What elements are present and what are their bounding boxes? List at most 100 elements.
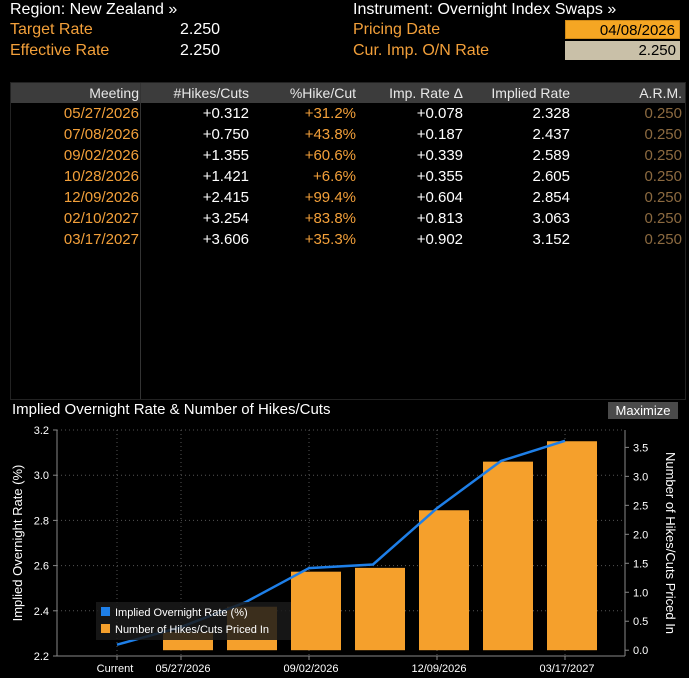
col-header-meeting[interactable]: Meeting xyxy=(89,85,139,101)
hikes-cell: +0.312 xyxy=(202,105,249,122)
meeting-date: 12/09/2026 xyxy=(63,189,139,206)
table-row[interactable]: 03/17/2027 +3.606 +35.3% +0.902 3.152 0.250 xyxy=(11,229,685,250)
region-selector[interactable]: Region: New Zealand » xyxy=(10,1,178,18)
maximize-button[interactable]: Maximize xyxy=(608,402,678,419)
target-rate-value: 2.250 xyxy=(180,21,221,38)
bar xyxy=(483,461,533,651)
pct-cell: +60.6% xyxy=(304,147,356,164)
instrument-selector[interactable]: Instrument: Overnight Index Swaps » xyxy=(353,1,617,18)
y2-tick-label: 3.5 xyxy=(633,442,648,454)
x-tick-label: 05/27/2026 xyxy=(155,663,210,675)
x-tick-label: 09/02/2026 xyxy=(283,663,338,675)
y-tick-label: 2.6 xyxy=(34,561,49,573)
effective-rate-label: Effective Rate xyxy=(10,42,110,59)
pricing-date-label: Pricing Date xyxy=(353,21,441,38)
table-row[interactable]: 02/10/2027 +3.254 +83.8% +0.813 3.063 0.250 xyxy=(11,208,685,229)
hikes-cell: +3.254 xyxy=(202,210,249,227)
arm-cell: 0.250 xyxy=(644,189,682,206)
y2-tick-label: 2.0 xyxy=(633,529,648,541)
y-axis-title: Implied Overnight Rate (%) xyxy=(10,465,25,622)
col-header-arm[interactable]: A.R.M. xyxy=(639,85,682,101)
rate-delta-cell: +0.813 xyxy=(416,210,463,227)
legend-box xyxy=(96,602,291,640)
column-divider xyxy=(140,83,141,399)
arm-cell: 0.250 xyxy=(644,147,682,164)
rate-delta-cell: +0.902 xyxy=(416,231,463,248)
target-rate-label: Target Rate xyxy=(10,21,93,38)
col-header-pct[interactable]: %Hike/Cut xyxy=(289,85,356,101)
table-row[interactable]: 05/27/2026 +0.312 +31.2% +0.078 2.328 0.250 xyxy=(11,103,685,124)
legend-label-line: Implied Overnight Rate (%) xyxy=(115,607,248,619)
bar xyxy=(291,571,341,651)
pct-cell: +99.4% xyxy=(304,189,356,206)
rate-delta-cell: +0.604 xyxy=(416,189,463,206)
implied-rate-cell: 2.437 xyxy=(532,126,570,143)
table-row[interactable]: 12/09/2026 +2.415 +99.4% +0.604 2.854 0.250 xyxy=(11,187,685,208)
table-row[interactable]: 10/28/2026 +1.421 +6.6% +0.355 2.605 0.250 xyxy=(11,166,685,187)
pct-cell: +35.3% xyxy=(304,231,356,248)
col-header-rate-delta[interactable]: Imp. Rate Δ xyxy=(389,85,463,101)
arm-cell: 0.250 xyxy=(644,126,682,143)
table-header: Meeting #Hikes/Cuts %Hike/Cut Imp. Rate … xyxy=(11,83,685,103)
arm-cell: 0.250 xyxy=(644,210,682,227)
col-header-hikes[interactable]: #Hikes/Cuts xyxy=(173,85,249,101)
pct-cell: +43.8% xyxy=(304,126,356,143)
hikes-cell: +3.606 xyxy=(202,231,249,248)
hikes-cell: +1.355 xyxy=(202,147,249,164)
y-tick-label: 2.2 xyxy=(34,651,49,663)
y-tick-label: 2.8 xyxy=(34,515,49,527)
meeting-date: 05/27/2026 xyxy=(63,105,139,122)
meeting-date: 03/17/2027 xyxy=(63,231,139,248)
pct-cell: +31.2% xyxy=(304,105,356,122)
meetings-table: Meeting #Hikes/Cuts %Hike/Cut Imp. Rate … xyxy=(10,82,686,400)
y-tick-label: 3.0 xyxy=(34,470,49,482)
implied-rate-cell: 2.328 xyxy=(532,105,570,122)
implied-rate-cell: 3.063 xyxy=(532,210,570,227)
y2-axis-title: Number of Hikes/Cuts Priced In xyxy=(663,452,678,634)
legend-swatch-line xyxy=(101,607,110,616)
implied-rate-cell: 2.854 xyxy=(532,189,570,206)
arm-cell: 0.250 xyxy=(644,105,682,122)
table-row[interactable]: 07/08/2026 +0.750 +43.8% +0.187 2.437 0.250 xyxy=(11,124,685,145)
hikes-cell: +1.421 xyxy=(202,168,249,185)
y2-tick-label: 0.5 xyxy=(633,616,648,628)
y2-tick-label: 1.5 xyxy=(633,558,648,570)
implied-rate-cell: 2.605 xyxy=(532,168,570,185)
arm-cell: 0.250 xyxy=(644,168,682,185)
meeting-date: 02/10/2027 xyxy=(63,210,139,227)
rate-delta-cell: +0.187 xyxy=(416,126,463,143)
legend-label-bar: Number of Hikes/Cuts Priced In xyxy=(115,624,269,636)
pricing-date-field[interactable]: 04/08/2026 xyxy=(565,20,680,39)
rate-delta-cell: +0.355 xyxy=(416,168,463,185)
bar xyxy=(419,510,469,651)
rate-delta-cell: +0.339 xyxy=(416,147,463,164)
legend-swatch-bar xyxy=(101,624,110,633)
y2-tick-label: 0.0 xyxy=(633,645,648,657)
bar xyxy=(355,567,405,651)
implied-rate-cell: 3.152 xyxy=(532,231,570,248)
y-tick-label: 2.4 xyxy=(34,606,49,618)
bar xyxy=(547,441,597,651)
pct-cell: +83.8% xyxy=(304,210,356,227)
imp-rate-label: Cur. Imp. O/N Rate xyxy=(353,42,490,59)
col-header-implied[interactable]: Implied Rate xyxy=(491,85,570,101)
meeting-date: 07/08/2026 xyxy=(63,126,139,143)
meeting-date: 09/02/2026 xyxy=(63,147,139,164)
table-row[interactable]: 09/02/2026 +1.355 +60.6% +0.339 2.589 0.250 xyxy=(11,145,685,166)
rate-delta-cell: +0.078 xyxy=(416,105,463,122)
meeting-date: 10/28/2026 xyxy=(63,168,139,185)
x-tick-label: 03/17/2027 xyxy=(539,663,594,675)
imp-rate-field[interactable]: 2.250 xyxy=(565,41,680,60)
implied-rate-cell: 2.589 xyxy=(532,147,570,164)
chart-title: Implied Overnight Rate & Number of Hikes… xyxy=(12,401,331,418)
y2-tick-label: 3.0 xyxy=(633,471,648,483)
hikes-cell: +0.750 xyxy=(202,126,249,143)
x-tick-label: Current xyxy=(97,663,134,675)
y-tick-label: 3.2 xyxy=(34,425,49,437)
y2-tick-label: 2.5 xyxy=(633,500,648,512)
effective-rate-value: 2.250 xyxy=(180,42,221,59)
x-tick-label: 12/09/2026 xyxy=(411,663,466,675)
arm-cell: 0.250 xyxy=(644,231,682,248)
rate-chart: 2.2 2.4 2.6 2.8 3.0 3.2 0.0 0.5 1.0 1.5 2.0 2.5 3.0 3… xyxy=(10,425,678,675)
y2-tick-label: 1.0 xyxy=(633,587,648,599)
